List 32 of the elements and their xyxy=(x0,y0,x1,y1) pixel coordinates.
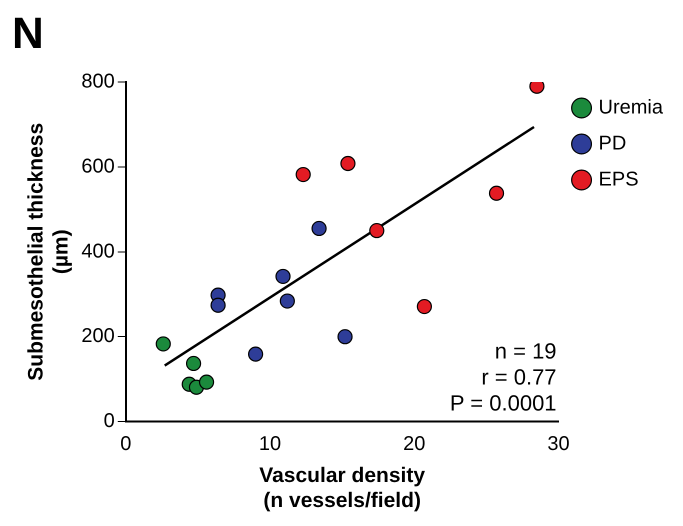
point xyxy=(248,346,264,362)
y-tick-label: 0 xyxy=(104,410,115,432)
point xyxy=(369,222,384,238)
y-axis-title: Submesothelial thickness (µm) xyxy=(24,122,73,381)
point xyxy=(337,329,353,344)
x-tick-label: 20 xyxy=(403,433,426,456)
x-axis-title: Vascular density (n vessels/field) xyxy=(259,464,426,512)
y-tick-label: 600 xyxy=(81,155,115,178)
annotation: r = 0.77 xyxy=(481,364,557,390)
y-tick-label: 200 xyxy=(81,325,115,348)
point xyxy=(296,166,311,182)
point xyxy=(156,336,171,352)
point xyxy=(186,356,202,372)
legend-label: PD xyxy=(598,132,626,155)
annotation: P = 0.0001 xyxy=(450,390,557,416)
point xyxy=(311,220,327,236)
point xyxy=(416,298,432,314)
point xyxy=(488,186,504,201)
point xyxy=(198,374,214,390)
legend-label: EPS xyxy=(598,168,639,191)
point xyxy=(340,156,356,172)
point xyxy=(280,293,295,309)
point xyxy=(275,268,291,284)
y-tick-label: 800 xyxy=(81,70,115,93)
point xyxy=(210,298,226,313)
y-tick-label: 400 xyxy=(81,240,115,262)
annotation: n = 19 xyxy=(494,338,557,364)
x-tick-label: 0 xyxy=(120,433,132,456)
x-tick-label: 10 xyxy=(258,433,282,456)
legend-label: Uremia xyxy=(598,96,664,119)
x-tick-label: 30 xyxy=(547,433,570,456)
chart-title: N xyxy=(12,9,44,58)
